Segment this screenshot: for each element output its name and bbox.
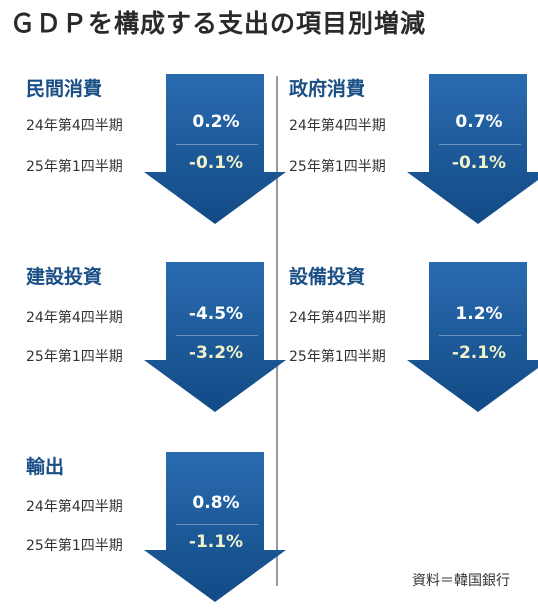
period-label: 24年第4四半期	[289, 118, 386, 134]
period-label: 24年第4四半期	[289, 310, 386, 326]
period-label: 24年第4四半期	[26, 310, 123, 326]
row-separator	[176, 144, 258, 145]
down-arrow-icon	[407, 74, 538, 224]
value-label: -3.2%	[188, 343, 244, 363]
row-separator	[176, 335, 258, 336]
page-title: ＧＤＰを構成する支出の項目別増減	[10, 9, 427, 38]
value-label: 0.7%	[455, 112, 503, 132]
down-arrow-icon	[144, 452, 286, 602]
value-label: -2.1%	[451, 343, 507, 363]
panel-title: 輸出	[26, 456, 65, 478]
row-separator	[439, 144, 521, 145]
column-divider	[276, 76, 278, 586]
panel-private-consumption: 民間消費 24年第4四半期 0.2% 25年第1四半期 -0.1%	[26, 74, 288, 234]
panel-title: 民間消費	[26, 78, 103, 100]
period-label: 24年第4四半期	[26, 499, 123, 515]
period-label: 25年第1四半期	[26, 538, 123, 554]
panel-government-consumption: 政府消費 24年第4四半期 0.7% 25年第1四半期 -0.1%	[289, 74, 538, 234]
panel-title: 建設投資	[26, 266, 103, 288]
down-arrow-icon	[407, 262, 538, 412]
value-label: -1.1%	[188, 532, 244, 552]
down-arrow-icon	[144, 74, 286, 224]
value-label: -4.5%	[188, 304, 244, 324]
period-label: 25年第1四半期	[289, 349, 386, 365]
value-label: -0.1%	[188, 153, 244, 173]
source-note: 資料＝韓国銀行	[412, 573, 510, 589]
value-label: 1.2%	[455, 304, 503, 324]
period-label: 25年第1四半期	[289, 159, 386, 175]
panel-title: 設備投資	[289, 266, 366, 288]
row-separator	[176, 524, 258, 525]
period-label: 25年第1四半期	[26, 349, 123, 365]
value-label: -0.1%	[451, 153, 507, 173]
period-label: 25年第1四半期	[26, 159, 123, 175]
panel-title: 政府消費	[289, 78, 366, 100]
panel-exports: 輸出 24年第4四半期 0.8% 25年第1四半期 -1.1%	[26, 452, 288, 612]
period-label: 24年第4四半期	[26, 118, 123, 134]
value-label: 0.2%	[192, 112, 240, 132]
down-arrow-icon	[144, 262, 286, 412]
value-label: 0.8%	[192, 493, 240, 513]
panel-equipment-investment: 設備投資 24年第4四半期 1.2% 25年第1四半期 -2.1%	[289, 262, 538, 422]
row-separator	[439, 335, 521, 336]
panel-construction-investment: 建設投資 24年第4四半期 -4.5% 25年第1四半期 -3.2%	[26, 262, 288, 422]
